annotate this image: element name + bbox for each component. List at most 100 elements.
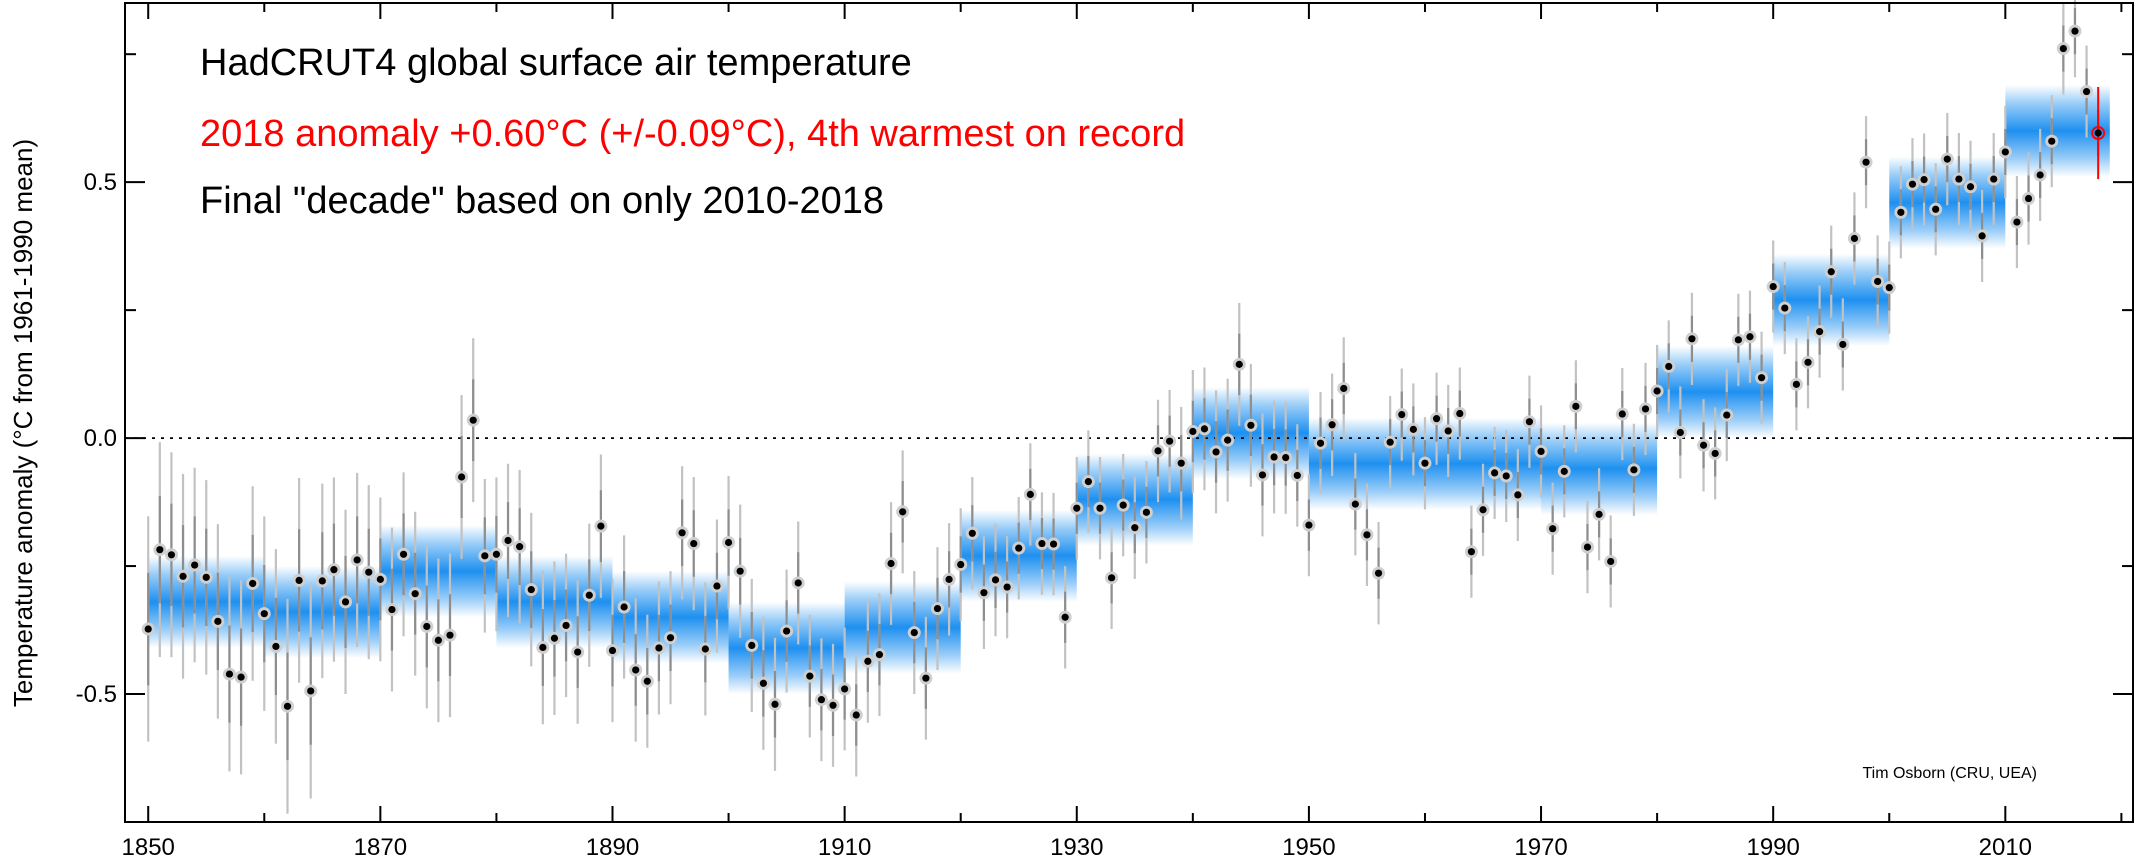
point-1923 <box>991 576 1000 584</box>
point-1902 <box>748 641 756 650</box>
highlight-ring-2018 <box>2091 126 2106 141</box>
point-1874 <box>423 622 431 631</box>
point-1936 <box>1142 508 1151 516</box>
y-tick-label-0: -0.5 <box>76 681 117 708</box>
point-1893 <box>643 677 651 685</box>
point-1969 <box>1525 418 1534 426</box>
point-1979 <box>1641 405 1650 413</box>
point-1880 <box>492 550 501 558</box>
y-axis-label: Temperature anomaly (°C from 1961-1990 m… <box>8 139 38 707</box>
point-1909 <box>829 701 837 709</box>
point-1925 <box>1015 544 1023 552</box>
point-1982 <box>1676 428 1684 437</box>
point-2005 <box>1943 155 1951 163</box>
point-1944 <box>1235 360 1243 368</box>
point-1967 <box>1502 472 1510 480</box>
annual-points <box>141 24 2106 722</box>
point-1942 <box>1212 448 1220 456</box>
point-1976 <box>1607 557 1615 566</box>
point-1941 <box>1200 425 1209 433</box>
point-1951 <box>1316 439 1325 447</box>
point-2009 <box>1990 175 1998 183</box>
point-1914 <box>887 559 895 568</box>
point-1886 <box>562 621 570 630</box>
decadal-bands <box>148 84 2110 695</box>
point-1998 <box>1862 158 1870 166</box>
point-1918 <box>933 604 942 613</box>
point-2001 <box>1897 208 1905 216</box>
point-2008 <box>1978 232 1986 240</box>
point-1860 <box>260 610 268 618</box>
point-1954 <box>1351 500 1359 508</box>
title-line-3: Final "decade" based on only 2010-2018 <box>200 180 884 222</box>
point-1907 <box>806 672 814 680</box>
point-1995 <box>1827 268 1835 276</box>
point-1983 <box>1688 335 1696 343</box>
point-1873 <box>411 590 419 598</box>
x-tick-label-1890: 1890 <box>586 834 639 861</box>
point-1966 <box>1491 469 1499 477</box>
point-1985 <box>1711 449 1719 458</box>
point-1929 <box>1061 613 1069 621</box>
point-1897 <box>690 539 698 548</box>
point-1962 <box>1444 427 1452 435</box>
point-1866 <box>330 566 338 574</box>
point-1927 <box>1038 539 1046 548</box>
point-1937 <box>1154 447 1162 455</box>
point-1958 <box>1398 410 1406 419</box>
x-tick-label-1990: 1990 <box>1746 834 1799 861</box>
point-2017 <box>2082 87 2091 96</box>
point-1852 <box>167 551 176 559</box>
point-1882 <box>516 543 524 551</box>
point-1931 <box>1084 478 1092 486</box>
point-1906 <box>794 579 802 587</box>
point-2000 <box>1885 284 1893 292</box>
title-line-1: HadCRUT4 global surface air temperature <box>200 42 912 84</box>
point-1888 <box>585 591 593 599</box>
point-1971 <box>1549 525 1557 533</box>
point-1968 <box>1514 491 1522 499</box>
credit-text: Tim Osborn (CRU, UEA) <box>1862 765 2037 782</box>
x-tick-label-1970: 1970 <box>1514 834 1567 861</box>
point-1858 <box>237 673 245 681</box>
point-1939 <box>1177 459 1185 467</box>
point-1887 <box>574 648 582 656</box>
point-1952 <box>1328 421 1336 429</box>
point-1999 <box>1874 277 1882 286</box>
point-1875 <box>434 636 442 644</box>
point-1956 <box>1374 569 1383 577</box>
x-tick-label-2010: 2010 <box>1979 834 2032 861</box>
point-1932 <box>1096 504 1104 512</box>
point-1921 <box>968 529 976 537</box>
point-1965 <box>1479 506 1487 514</box>
point-1853 <box>179 572 187 580</box>
point-2004 <box>1932 205 1940 213</box>
point-1938 <box>1166 437 1174 445</box>
point-1948 <box>1282 453 1290 462</box>
point-1890 <box>608 646 617 655</box>
point-1935 <box>1131 524 1139 532</box>
point-1861 <box>272 642 280 651</box>
point-1899 <box>713 582 721 590</box>
point-1997 <box>1850 234 1859 243</box>
point-1940 <box>1189 427 1197 436</box>
point-1898 <box>701 645 709 653</box>
point-2013 <box>2036 171 2044 179</box>
point-1991 <box>1781 304 1789 312</box>
point-1981 <box>1665 362 1673 371</box>
point-1953 <box>1340 384 1348 393</box>
point-1895 <box>666 634 675 642</box>
point-1975 <box>1595 510 1603 518</box>
point-1865 <box>318 577 326 585</box>
point-1947 <box>1270 453 1278 461</box>
plot-frame <box>124 2 2134 823</box>
point-1994 <box>1816 328 1824 336</box>
point-1863 <box>295 576 303 584</box>
point-1961 <box>1432 415 1441 423</box>
point-1892 <box>632 666 640 674</box>
title-block: HadCRUT4 global surface air temperature … <box>200 42 1185 222</box>
point-1851 <box>156 546 164 554</box>
point-1973 <box>1572 402 1580 410</box>
point-2010 <box>2001 148 2009 156</box>
